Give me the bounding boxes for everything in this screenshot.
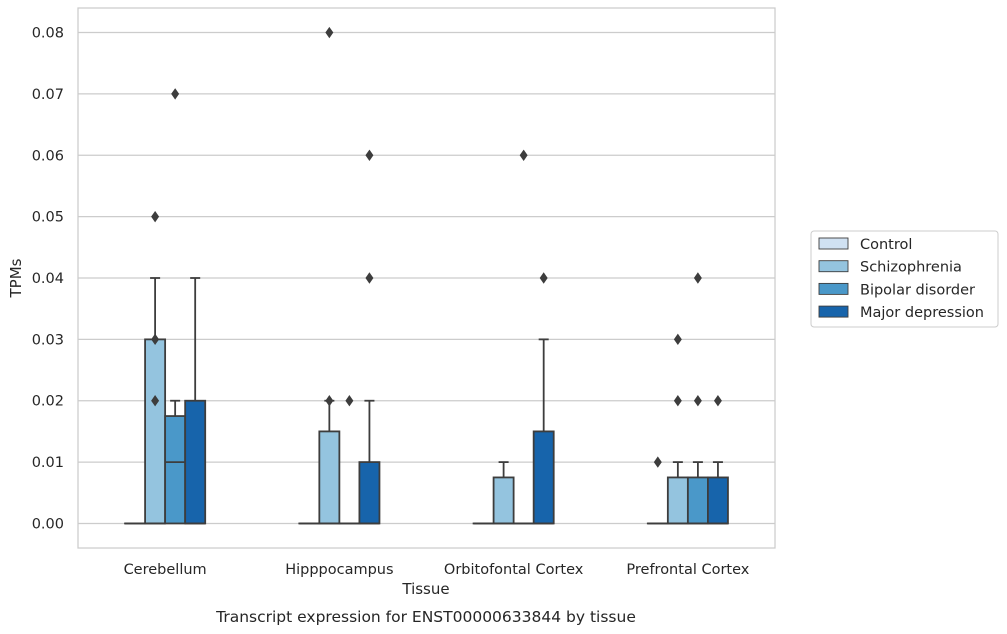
outlier-point: [519, 149, 528, 161]
iqr-box: [358, 461, 381, 525]
legend-label: Control: [860, 237, 912, 253]
outlier-point: [365, 272, 374, 284]
box-4-4: [707, 395, 729, 525]
legend-swatch: [818, 260, 849, 273]
outlier-point: [171, 88, 180, 100]
y-tick-label: 0.07: [32, 87, 64, 103]
x-tick-label: Orbitofontal Cortex: [444, 562, 584, 578]
box-2-3: [338, 395, 361, 525]
box-4-1: [646, 456, 669, 525]
iqr-box: [492, 476, 515, 525]
outlier-point: [325, 26, 334, 39]
outlier-point: [539, 272, 548, 284]
outlier-point: [151, 395, 160, 407]
box-groups: [124, 26, 729, 525]
y-tick-label: 0.00: [32, 516, 64, 532]
box-4-3: [686, 272, 709, 525]
outlier-point: [151, 210, 160, 223]
y-tick-label: 0.06: [32, 148, 64, 164]
box-1-4: [184, 277, 207, 525]
y-tick-label: 0.04: [32, 271, 64, 287]
outlier-point: [325, 395, 334, 407]
legend-entries: Control Schizophrenia Bipolar disorder Majo…: [818, 237, 984, 321]
y-tick-label: 0.01: [32, 455, 64, 471]
iqr-box: [666, 476, 689, 525]
outlier-point: [151, 333, 160, 346]
y-tick-label: 0.05: [32, 210, 64, 226]
x-tick-label: Hipppocampus: [285, 562, 393, 578]
iqr-box: [144, 338, 167, 525]
outlier-point: [713, 395, 722, 407]
legend: Control Schizophrenia Bipolar disorder Majo…: [810, 230, 999, 328]
iqr-box: [164, 415, 187, 525]
y-tick-label: 0.02: [32, 394, 64, 410]
y-tick-label: 0.03: [32, 332, 64, 348]
iqr-box: [686, 476, 709, 525]
outlier-point: [693, 395, 702, 407]
box-2-4: [358, 149, 381, 525]
outlier-point: [693, 272, 702, 284]
legend-swatch: [818, 237, 849, 250]
y-axis-ticks: 0.00 0.01 0.02 0.03 0.04 0.05 0.06 0.07 0.08: [32, 26, 64, 533]
box-3-4: [532, 272, 555, 525]
box-1-3: [164, 88, 187, 525]
box-3-2: [492, 461, 515, 525]
chart-title: Transcript expression for ENST0000063384…: [215, 608, 636, 626]
legend-label: Bipolar disorder: [860, 282, 975, 298]
box-3-3: [512, 149, 535, 525]
iqr-box: [184, 399, 207, 525]
box-4-2: [666, 333, 689, 525]
plot-area-frame: [77, 7, 776, 549]
legend-swatch: [818, 305, 849, 318]
y-axis-label: TPMs: [7, 258, 25, 298]
box-2-2: [318, 26, 341, 525]
iqr-box: [532, 430, 555, 525]
iqr-box: [318, 430, 341, 525]
x-axis-ticks: Cerebellum Hipppocampus Orbitofontal Corte…: [124, 562, 750, 578]
x-tick-label: Cerebellum: [124, 562, 207, 578]
outlier-point: [345, 395, 354, 407]
outlier-point: [653, 456, 662, 468]
legend-swatch: [818, 282, 849, 295]
outlier-point: [673, 333, 682, 346]
x-tick-label: Prefrontal Cortex: [626, 562, 749, 578]
legend-label: Schizophrenia: [860, 260, 962, 276]
y-tick-label: 0.08: [32, 26, 64, 42]
legend-frame: [810, 230, 999, 328]
outlier-point: [673, 395, 682, 407]
legend-label: Major depression: [860, 305, 984, 321]
x-axis-label: Tissue: [401, 580, 449, 598]
box-1-2: [144, 210, 167, 525]
outlier-point: [365, 149, 374, 161]
iqr-box: [707, 476, 729, 525]
